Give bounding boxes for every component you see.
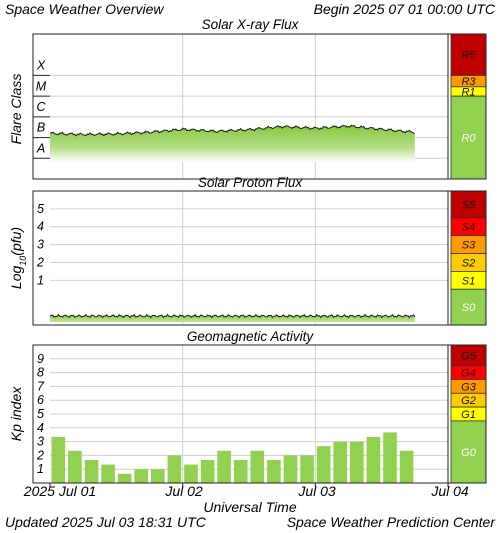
- proton-ytick-1: 1: [37, 273, 44, 287]
- xray-panel-frame: [32, 33, 487, 180]
- kp-bar-11: [233, 460, 248, 483]
- radio-label-R0: R0: [461, 133, 476, 145]
- kp-bar-13: [267, 460, 281, 483]
- geomagnetic-storm-label-G3: G3: [461, 381, 477, 393]
- kp-ytick-9: 9: [37, 352, 44, 366]
- proton-ytick-4: 4: [37, 220, 44, 234]
- proton-panel-frame: [32, 190, 487, 326]
- kp-bar-2: [84, 460, 99, 483]
- solar-radiation-level-S0: [450, 288, 487, 326]
- updated-time: Updated 2025 Jul 03 18:31 UTC: [5, 514, 207, 530]
- kp-bar-16: [316, 446, 331, 483]
- kp-bar-20: [383, 432, 397, 483]
- xray-class-label-A: A: [36, 141, 45, 155]
- proton-ylabel: Log10(pfu): [8, 227, 28, 289]
- proton-panel-title: Solar Proton Flux: [198, 175, 304, 190]
- geomagnetic-storm-label-G2: G2: [461, 395, 476, 407]
- xtick-jul01: 2025 Jul 01: [23, 483, 96, 499]
- kp-bar-9: [200, 460, 215, 483]
- xray-panel-title: Solar X-ray Flux: [202, 17, 300, 32]
- geomag-panel-frame: [32, 344, 487, 484]
- proton-flux-line: [49, 313, 416, 319]
- kp-ytick-4: 4: [37, 421, 44, 435]
- xray-flux-line: [49, 124, 416, 137]
- solar-radiation-label-S0: S0: [462, 302, 476, 314]
- geomagnetic-storm-level-G0: [450, 420, 487, 484]
- proton-ytick-2: 2: [36, 255, 44, 269]
- kp-ytick-1: 1: [37, 462, 44, 476]
- geomag-panel-title: Geomagnetic Activity: [187, 329, 315, 344]
- solar-radiation-label-S4: S4: [462, 222, 475, 234]
- panel-frames: [32, 33, 487, 487]
- solar-radiation-level-S5: [450, 190, 487, 219]
- kp-bar-19: [366, 437, 381, 483]
- begin-time: Begin 2025 07 01 00:00 UTC: [314, 1, 496, 17]
- xray-class-label-X: X: [36, 59, 46, 73]
- data-marks: [49, 124, 416, 483]
- grid-lines: [50, 34, 448, 483]
- solar-radiation-label-S1: S1: [462, 275, 475, 287]
- solar-radiation-label-S3: S3: [462, 240, 476, 252]
- kp-bar-6: [151, 469, 165, 483]
- xtick-jul04: Jul 04: [430, 483, 469, 499]
- kp-ytick-5: 5: [37, 407, 44, 421]
- solar-radiation-label-S5: S5: [462, 199, 476, 211]
- xray-ylabel: Flare Class: [8, 74, 24, 145]
- proton-ytick-3: 3: [37, 238, 44, 252]
- kp-bar-18: [350, 441, 364, 483]
- kp-ytick-7: 7: [37, 379, 45, 393]
- xray-class-label-M: M: [36, 79, 47, 93]
- kp-bar-21: [399, 450, 414, 483]
- kp-bar-10: [217, 450, 231, 483]
- kp-ytick-6: 6: [37, 393, 44, 407]
- proton-ytick-5: 5: [37, 202, 44, 216]
- xtick-jul03: Jul 03: [297, 483, 336, 499]
- kp-bar-8: [184, 464, 198, 483]
- geomagnetic-storm-label-G0: G0: [461, 447, 477, 459]
- xaxis-label: Universal Time: [203, 499, 296, 515]
- source-credit: Space Weather Prediction Center: [287, 514, 497, 530]
- radio-label-R5: R5: [461, 50, 476, 62]
- xtick-jul02: Jul 02: [164, 483, 203, 499]
- kp-ytick-8: 8: [37, 366, 44, 380]
- xray-class-label-B: B: [37, 121, 45, 135]
- xray-class-label-C: C: [36, 100, 46, 114]
- kp-bar-0: [51, 437, 66, 483]
- kp-ytick-2: 2: [36, 448, 44, 462]
- kp-bar-5: [134, 469, 148, 483]
- radio-level-R0: [450, 95, 487, 180]
- kp-bar-12: [250, 450, 265, 483]
- geomagnetic-storm-label-G1: G1: [461, 409, 476, 421]
- radio-label-R3: R3: [461, 76, 476, 88]
- kp-bar-15: [300, 455, 314, 483]
- kp-bar-17: [333, 441, 347, 483]
- kp-ytick-3: 3: [37, 435, 44, 449]
- geomagnetic-storm-label-G5: G5: [461, 350, 477, 362]
- kp-bar-3: [101, 464, 115, 483]
- kp-bar-7: [167, 455, 182, 483]
- geomag-ylabel: Kp index: [8, 386, 24, 441]
- overview-title: Space Weather Overview: [5, 1, 164, 17]
- kp-bar-1: [68, 450, 82, 483]
- kp-bar-14: [283, 455, 298, 483]
- radio-label-R1: R1: [461, 86, 475, 98]
- radio-level-R5: [450, 33, 487, 76]
- proton-flux-fill: [50, 314, 415, 322]
- kp-bar-4: [117, 473, 132, 483]
- solar-radiation-label-S2: S2: [462, 257, 475, 269]
- geomagnetic-storm-label-G4: G4: [461, 368, 476, 380]
